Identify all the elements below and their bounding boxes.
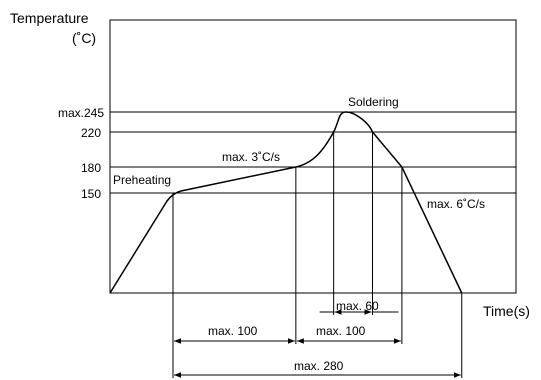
y-axis-unit: (˚C) bbox=[72, 30, 96, 46]
dimension-label-preheat-time: max. 100 bbox=[208, 324, 258, 338]
time-reference-lines bbox=[172, 132, 463, 378]
y-tick-label-150: 150 bbox=[81, 187, 101, 201]
x-axis-title: Time(s) bbox=[483, 303, 530, 319]
dimension-label-above-180-time: max. 100 bbox=[316, 324, 366, 338]
dimension-label-soldering-time: max. 60 bbox=[336, 299, 379, 313]
reflow-curve bbox=[109, 111, 463, 294]
dimension-label-total-time: max. 280 bbox=[294, 359, 344, 373]
ramp-up-label: max. 3˚C/s bbox=[222, 150, 280, 164]
temperature-reference-lines bbox=[110, 111, 516, 194]
ramp-down-label: max. 6˚C/s bbox=[427, 197, 485, 211]
dimension-arrows bbox=[174, 309, 461, 378]
plot-frame bbox=[109, 19, 517, 294]
preheating-label: Preheating bbox=[113, 173, 171, 187]
y-tick-label-245: max.245 bbox=[58, 106, 104, 120]
soldering-label: Soldering bbox=[348, 95, 399, 109]
y-tick-label-180: 180 bbox=[81, 161, 101, 175]
y-axis-title: Temperature bbox=[10, 10, 89, 26]
y-tick-label-220: 220 bbox=[81, 126, 101, 140]
